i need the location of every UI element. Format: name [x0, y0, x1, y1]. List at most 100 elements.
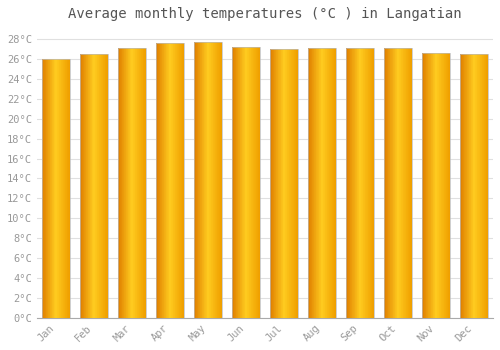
Bar — [166, 43, 167, 318]
Bar — [320, 48, 322, 318]
Bar — [248, 47, 250, 318]
Bar — [392, 48, 393, 318]
Bar — [68, 59, 69, 318]
Bar — [124, 48, 125, 318]
Bar — [182, 43, 183, 318]
Bar — [384, 48, 411, 318]
Bar — [317, 48, 318, 318]
Bar — [483, 54, 484, 318]
Bar — [367, 48, 368, 318]
Bar — [64, 59, 66, 318]
Bar — [210, 42, 212, 318]
Bar — [235, 47, 236, 318]
Bar — [55, 59, 56, 318]
Bar — [42, 59, 43, 318]
Bar — [432, 53, 434, 318]
Bar — [284, 49, 286, 318]
Bar — [394, 48, 396, 318]
Bar — [436, 53, 438, 318]
Bar — [242, 47, 243, 318]
Bar — [105, 54, 106, 318]
Bar — [50, 59, 51, 318]
Bar — [106, 54, 107, 318]
Bar — [356, 48, 357, 318]
Bar — [134, 48, 136, 318]
Bar — [460, 54, 461, 318]
Bar — [293, 49, 294, 318]
Bar — [472, 54, 474, 318]
Bar — [487, 54, 488, 318]
Bar — [58, 59, 59, 318]
Bar — [250, 47, 252, 318]
Bar — [48, 59, 49, 318]
Bar — [274, 49, 275, 318]
Bar — [197, 42, 198, 318]
Bar — [372, 48, 373, 318]
Title: Average monthly temperatures (°C ) in Langatian: Average monthly temperatures (°C ) in La… — [68, 7, 462, 21]
Bar — [56, 59, 57, 318]
Bar — [463, 54, 464, 318]
Bar — [206, 42, 207, 318]
Bar — [314, 48, 315, 318]
Bar — [220, 42, 221, 318]
Bar — [237, 47, 238, 318]
Bar — [387, 48, 388, 318]
Bar — [232, 47, 260, 318]
Bar — [388, 48, 389, 318]
Bar — [201, 42, 202, 318]
Bar — [67, 59, 68, 318]
Bar — [84, 54, 85, 318]
Bar — [449, 53, 450, 318]
Bar — [331, 48, 332, 318]
Bar — [164, 43, 165, 318]
Bar — [442, 53, 443, 318]
Bar — [404, 48, 405, 318]
Bar — [431, 53, 432, 318]
Bar — [62, 59, 64, 318]
Bar — [297, 49, 298, 318]
Bar — [346, 48, 347, 318]
Bar — [447, 53, 448, 318]
Bar — [156, 43, 157, 318]
Bar — [126, 48, 127, 318]
Bar — [295, 49, 296, 318]
Bar — [200, 42, 201, 318]
Bar — [296, 49, 297, 318]
Bar — [172, 43, 174, 318]
Bar — [440, 53, 441, 318]
Bar — [290, 49, 291, 318]
Bar — [276, 49, 277, 318]
Bar — [357, 48, 358, 318]
Bar — [128, 48, 129, 318]
Bar — [246, 47, 248, 318]
Bar — [486, 54, 487, 318]
Bar — [398, 48, 400, 318]
Bar — [294, 49, 295, 318]
Bar — [178, 43, 179, 318]
Bar — [391, 48, 392, 318]
Bar — [89, 54, 90, 318]
Bar — [176, 43, 178, 318]
Bar — [165, 43, 166, 318]
Bar — [143, 48, 144, 318]
Bar — [136, 48, 138, 318]
Bar — [216, 42, 217, 318]
Bar — [125, 48, 126, 318]
Bar — [204, 42, 205, 318]
Bar — [104, 54, 105, 318]
Bar — [81, 54, 82, 318]
Bar — [292, 49, 293, 318]
Bar — [208, 42, 210, 318]
Bar — [142, 48, 143, 318]
Bar — [45, 59, 46, 318]
Bar — [275, 49, 276, 318]
Bar — [347, 48, 348, 318]
Bar — [481, 54, 482, 318]
Bar — [373, 48, 374, 318]
Bar — [255, 47, 256, 318]
Bar — [470, 54, 472, 318]
Bar — [123, 48, 124, 318]
Bar — [439, 53, 440, 318]
Bar — [144, 48, 145, 318]
Bar — [253, 47, 254, 318]
